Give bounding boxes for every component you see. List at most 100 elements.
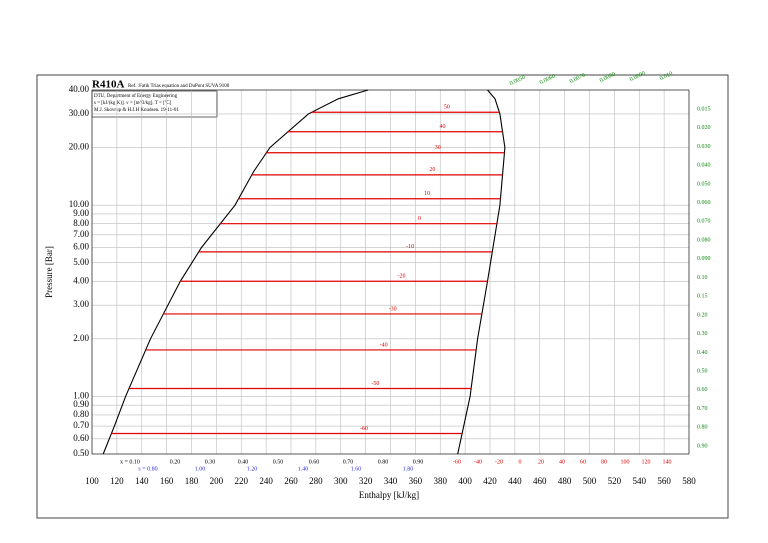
volume-label: 0.080 [697, 237, 711, 243]
y-tick-label: 8.00 [73, 218, 89, 228]
x-axis-label: Enthalpy [kJ/kg] [359, 490, 419, 500]
temperature-label: -40 [474, 459, 482, 465]
volume-label: 0.040 [697, 163, 711, 169]
x-tick-label: 420 [483, 476, 497, 486]
temperature-label: 120 [642, 459, 651, 465]
volume-label: 0.30 [697, 331, 708, 337]
note: M.J. Skovrup & H.J.H Knudsen. 19-11-01 [94, 108, 179, 113]
volume-label: 0.80 [697, 425, 708, 431]
volume-label: 0.0060 [539, 74, 556, 86]
volume-label: 0.050 [697, 181, 711, 187]
x-tick-label: 240 [259, 476, 273, 486]
temperature-label: 80 [601, 459, 607, 465]
y-axis-label: Pressure [Bar] [44, 246, 54, 298]
quality-label: 0.60 [309, 459, 320, 465]
y-tick-label: 0.60 [73, 433, 89, 443]
isotherm-label: 30 [435, 145, 441, 151]
volume-label: 0.50 [697, 368, 708, 374]
volume-label: 0.60 [697, 387, 708, 393]
volume-label: 0.020 [697, 125, 711, 131]
volume-label: 0.10 [697, 275, 708, 281]
isotherm-label: -10 [406, 244, 414, 250]
isotherm-label: -60 [360, 426, 368, 432]
volume-label: 0.40 [697, 350, 708, 356]
plot-border [91, 89, 690, 455]
chart-title: R410A [92, 79, 124, 91]
quality-label: 0.50 [273, 459, 284, 465]
isotherm-label: 20 [429, 167, 435, 173]
x-tick-label: 380 [434, 476, 448, 486]
isotherm-label: 40 [439, 124, 445, 130]
volume-label: 0.0050 [509, 75, 526, 87]
x-tick-label: 320 [359, 476, 373, 486]
quality-label: 0.40 [238, 459, 249, 465]
x-tick-label: 340 [384, 476, 398, 486]
x-tick-label: 260 [284, 476, 298, 486]
x-tick-label: 540 [633, 476, 647, 486]
y-tick-label: 30.00 [69, 108, 90, 118]
x-tick-label: 220 [235, 476, 249, 486]
x-tick-label: 480 [558, 476, 572, 486]
y-tick-label: 5.00 [73, 257, 89, 267]
y-tick-label: 0.90 [73, 399, 89, 409]
temperature-label: 140 [663, 459, 672, 465]
entropy-label: 1.40 [298, 466, 309, 472]
temperature-label: 60 [580, 459, 586, 465]
volume-label: 0.0090 [629, 71, 646, 83]
x-tick-label: 180 [185, 476, 199, 486]
temperature-label: 20 [538, 459, 544, 465]
volume-label: 0.010 [659, 71, 674, 82]
entropy-label: 1.00 [195, 466, 206, 472]
isotherm-label: 10 [424, 191, 430, 197]
quality-label: 0.90 [413, 459, 424, 465]
y-tick-label: 9.00 [73, 208, 89, 218]
quality-label: 0.20 [170, 459, 181, 465]
volume-label: 0.0080 [599, 72, 616, 84]
y-tick-label: 0.80 [73, 409, 89, 419]
y-tick-label: 7.00 [73, 229, 89, 239]
x-tick-label: 100 [85, 476, 99, 486]
y-tick-label: 10.00 [69, 199, 90, 209]
x-tick-label: 140 [135, 476, 149, 486]
quality-label: 0.70 [343, 459, 354, 465]
isotherm-label: 0 [418, 216, 421, 222]
x-tick-label: 280 [309, 476, 323, 486]
isotherm-label: -20 [397, 274, 405, 280]
x-tick-label: 400 [458, 476, 472, 486]
quality-label: 0.30 [205, 459, 216, 465]
x-tick-label: 360 [409, 476, 423, 486]
volume-label: 0.90 [697, 443, 708, 449]
entropy-label: 1.20 [247, 466, 258, 472]
saturation-line [102, 89, 369, 455]
temperature-label: 40 [559, 459, 565, 465]
y-tick-label: 0.70 [73, 420, 89, 430]
saturation-line [457, 89, 506, 455]
x-tick-label: 160 [160, 476, 174, 486]
x-tick-label: 500 [583, 476, 597, 486]
isotherm-label: -30 [389, 306, 397, 312]
y-tick-label: 6.00 [73, 242, 89, 252]
volume-label: 0.060 [697, 200, 711, 206]
quality-label: 0.80 [378, 459, 389, 465]
isotherm-label: -40 [380, 342, 388, 348]
temperature-label: 0 [519, 459, 522, 465]
x-tick-label: 520 [608, 476, 622, 486]
y-tick-label: 0.50 [73, 448, 89, 458]
volume-label: 0.20 [697, 312, 708, 318]
volume-label: 0.070 [697, 219, 711, 225]
x-tick-label: 300 [334, 476, 348, 486]
y-tick-label: 4.00 [73, 275, 89, 285]
y-tick-label: 2.00 [73, 333, 89, 343]
volume-label: 0.015 [697, 106, 711, 112]
entropy-label: s = 0.80 [138, 466, 157, 472]
temperature-label: 100 [621, 459, 630, 465]
info-box [91, 90, 218, 118]
volume-label: 0.70 [697, 406, 708, 412]
entropy-label: 1.80 [403, 466, 414, 472]
chart-subtitle: Ref. :Fatik Trias equation and DuPont SU… [128, 84, 230, 89]
x-tick-label: 440 [508, 476, 522, 486]
note: s = [kJ/(kg K)]. v = [m^3/kg]. T = [ºC] [94, 100, 172, 106]
frame [36, 74, 729, 519]
y-tick-label: 1.00 [73, 390, 89, 400]
